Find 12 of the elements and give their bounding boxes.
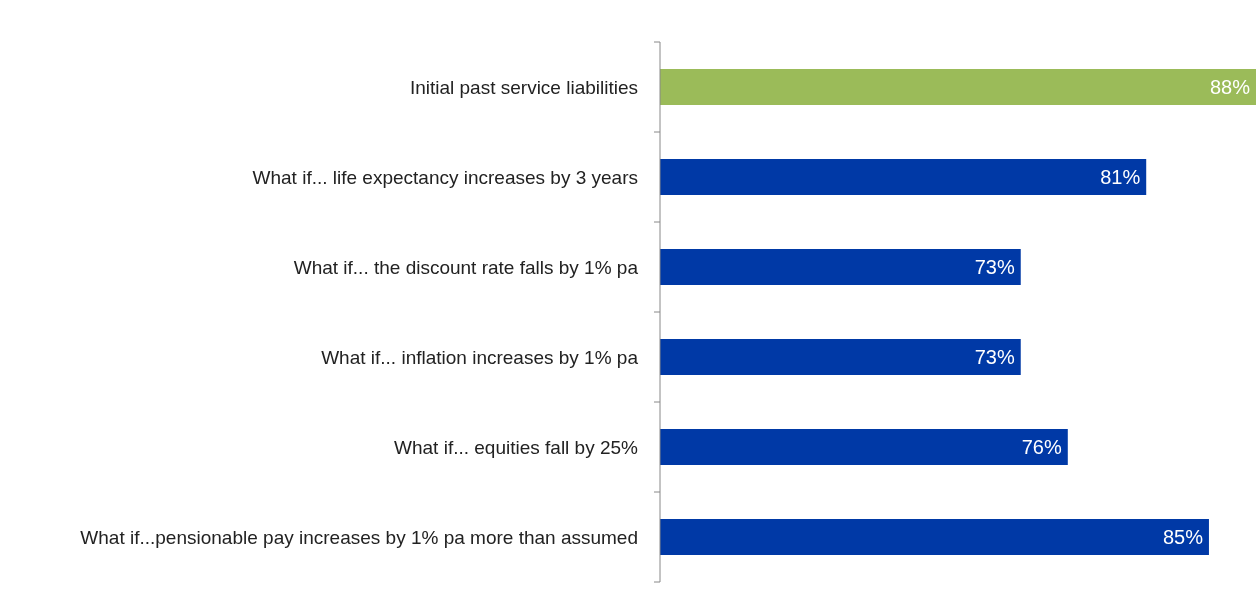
y-tick-label: What if... life expectancy increases by 3 years bbox=[252, 166, 638, 188]
y-tick-label: Initial past service liabilities bbox=[409, 76, 638, 98]
data-label: 85% bbox=[1162, 526, 1204, 548]
y-tick-label: What if...pensionable pay increases by 1% pa more than assumed bbox=[80, 526, 638, 548]
data-label: 88% bbox=[1209, 76, 1251, 98]
y-tick-label: What if... inflation increases by 1% pa bbox=[321, 346, 639, 368]
y-tick-label: What if... the discount rate falls by 1% pa bbox=[293, 256, 639, 278]
data-label: 73% bbox=[974, 346, 1015, 368]
data-label: 73% bbox=[974, 256, 1015, 278]
data-label: 76% bbox=[1021, 436, 1062, 458]
y-tick-label: What if... equities fall by 25% bbox=[394, 436, 639, 458]
data-label: 81% bbox=[1100, 166, 1141, 188]
